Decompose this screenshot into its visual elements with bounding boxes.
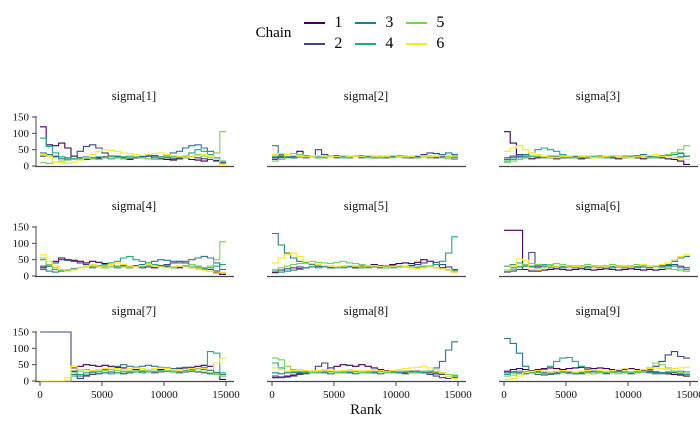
- x-tick-label: 5000: [323, 389, 346, 401]
- series-chain-5: [40, 369, 226, 382]
- facet-sigma-8: sigma[8] 0 5000 10000 15000: [267, 304, 472, 401]
- legend-line-swatch: [355, 42, 377, 45]
- facet-title: sigma[3]: [576, 89, 620, 103]
- facet-title: sigma[9]: [576, 304, 620, 318]
- legend-item-label: 5: [436, 13, 445, 31]
- x-tick-label: 10000: [150, 389, 178, 401]
- facet-title: sigma[7]: [112, 304, 156, 318]
- y-axis: 0 50 100 150: [13, 112, 37, 173]
- x-axis-label: Rank: [350, 402, 382, 418]
- x-tick-label: 0: [269, 389, 275, 401]
- legend-item-chain-3: 3: [355, 13, 394, 31]
- legend-line-swatch: [304, 21, 326, 24]
- y-tick-label: 100: [13, 128, 30, 140]
- series-chain-1: [504, 229, 690, 272]
- series-chain-1: [504, 366, 690, 377]
- series-chain-1: [504, 131, 690, 165]
- facet-title: sigma[8]: [344, 304, 388, 318]
- series-chain-5: [504, 362, 690, 377]
- series-chain-5: [272, 260, 458, 272]
- x-tick-label: 5000: [555, 389, 578, 401]
- legend-item-label: 2: [334, 34, 343, 52]
- legend-line-swatch: [406, 21, 428, 24]
- legend-item-chain-4: 4: [355, 34, 394, 52]
- legend-item-label: 3: [385, 13, 394, 31]
- series-chain-6: [504, 366, 690, 380]
- facet-sigma-2: sigma[2]: [267, 89, 466, 168]
- y-axis: 0 50 100 150: [13, 327, 37, 388]
- legend-item-chain-1: 1: [304, 13, 343, 31]
- facet-sigma-7: sigma[7] 0 50 100 150 0 5000 10000 15000: [13, 304, 241, 401]
- series-chain-6: [504, 145, 690, 161]
- facet-sigma-1: sigma[1] 0 50 100 150: [13, 89, 234, 173]
- series-chain-6: [272, 252, 458, 273]
- series-chain-3: [272, 341, 458, 375]
- series-chain-6: [504, 254, 690, 271]
- legend-item-chain-2: 2: [304, 34, 343, 52]
- x-axis: 0 5000 10000 15000: [37, 382, 240, 401]
- y-tick-label: 150: [13, 222, 30, 234]
- y-tick-label: 0: [24, 271, 30, 283]
- legend-item-label: 6: [436, 34, 445, 52]
- facet-sigma-5: sigma[5]: [267, 199, 466, 278]
- x-tick-label: 15000: [676, 389, 700, 401]
- y-tick-label: 50: [18, 359, 30, 371]
- legend-line-swatch: [355, 21, 377, 24]
- legend-line-swatch: [406, 42, 428, 45]
- series-chain-5: [272, 357, 458, 376]
- facet-title: sigma[5]: [344, 199, 388, 213]
- x-tick-label: 0: [37, 389, 43, 401]
- y-tick-label: 50: [18, 144, 30, 156]
- legend-item-label: 4: [385, 34, 394, 52]
- x-tick-label: 15000: [212, 389, 240, 401]
- x-tick-label: 10000: [382, 389, 410, 401]
- legend-title: Chain: [255, 24, 292, 41]
- series-chain-6: [272, 153, 458, 158]
- x-tick-label: 0: [501, 389, 507, 401]
- x-tick-label: 10000: [614, 389, 642, 401]
- y-tick-label: 0: [24, 376, 30, 388]
- facet-title: sigma[4]: [112, 199, 156, 213]
- x-axis: 0 5000 10000 15000: [269, 382, 472, 401]
- facet-title: sigma[2]: [344, 89, 388, 103]
- legend-item-chain-5: 5: [406, 13, 445, 31]
- facet-title: sigma[1]: [112, 89, 156, 103]
- facet-sigma-3: sigma[3]: [499, 89, 698, 168]
- y-tick-label: 100: [13, 238, 30, 250]
- facet-grid-plot: sigma[1] 0 50 100 150 sigma[2] sigma[3] sigma[4…: [13, 89, 700, 418]
- x-tick-label: 15000: [444, 389, 472, 401]
- series-chain-6: [40, 149, 226, 165]
- y-axis: 0 50 100 150: [13, 222, 37, 283]
- y-tick-label: 150: [13, 327, 30, 339]
- facet-sigma-6: sigma[6]: [499, 199, 698, 278]
- legend-line-swatch: [304, 42, 326, 45]
- y-tick-label: 150: [13, 112, 30, 124]
- legend-items: 1 2 3 4 5 6: [304, 12, 444, 54]
- series-chain-5: [504, 145, 690, 164]
- y-tick-label: 50: [18, 254, 30, 266]
- series-chain-6: [40, 254, 226, 274]
- x-axis: 0 5000 10000 15000: [501, 382, 700, 401]
- series-chain-6: [272, 365, 458, 379]
- y-tick-label: 0: [24, 161, 30, 173]
- legend-item-chain-6: 6: [406, 34, 445, 52]
- series-chain-6: [40, 357, 226, 382]
- x-tick-label: 5000: [91, 389, 114, 401]
- facet-sigma-9: sigma[9] 0 5000 10000 15000: [499, 304, 700, 401]
- chain-legend: Chain 1 2 3 4 5 6: [0, 12, 700, 54]
- legend-item-label: 1: [334, 13, 343, 31]
- facet-sigma-4: sigma[4] 0 50 100 150: [13, 199, 234, 283]
- y-tick-label: 100: [13, 343, 30, 355]
- facet-title: sigma[6]: [576, 199, 620, 213]
